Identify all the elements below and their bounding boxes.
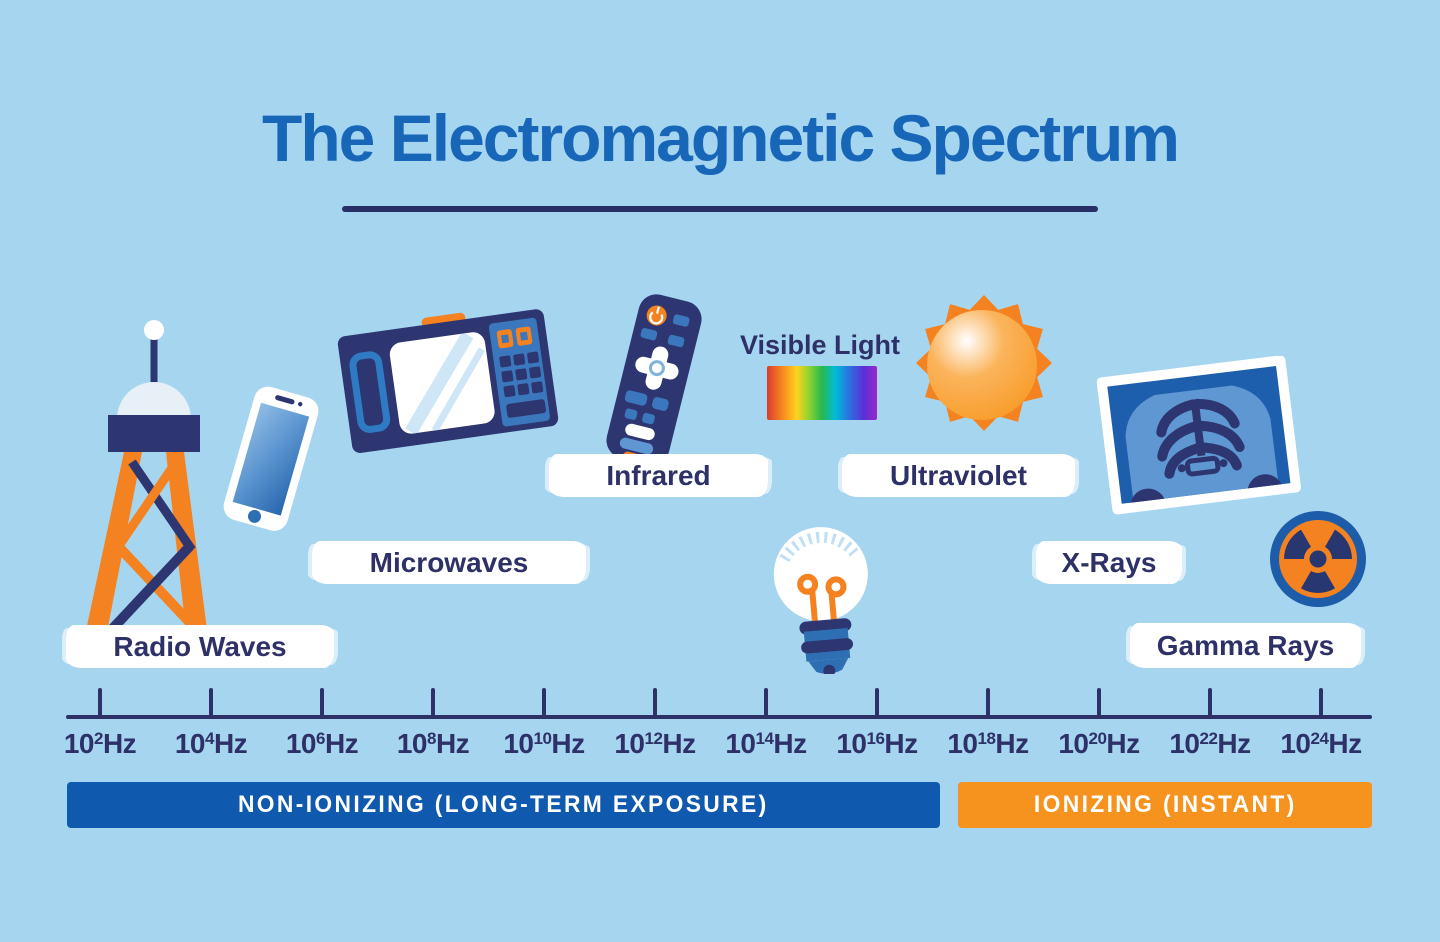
x-ray-film-icon <box>1096 356 1301 515</box>
axis-tick-label: 1010Hz <box>503 728 585 759</box>
ionizing-label: IONIZING (INSTANT) <box>1033 791 1297 818</box>
label-infrared: Infrared <box>549 454 768 497</box>
label-text: Ultraviolet <box>890 459 1027 491</box>
lightbulb-icon <box>773 527 868 674</box>
label-radio-waves: Radio Waves <box>66 625 334 668</box>
axis-tick <box>1319 688 1323 716</box>
label-text: Gamma Rays <box>1156 629 1335 661</box>
axis-tick <box>986 688 990 716</box>
non-ionizing-label: NON-IONIZING (LONG-TERM EXPOSURE) <box>238 791 769 818</box>
label-text: Infrared <box>606 459 711 491</box>
axis-tick <box>431 688 435 716</box>
label-visible-light: Visible Light <box>739 330 901 360</box>
axis-tick-label: 1020Hz <box>1058 728 1140 759</box>
axis-tick <box>653 688 657 716</box>
axis-tick-label: 1014Hz <box>725 728 807 759</box>
axis-tick-label: 106Hz <box>285 728 359 759</box>
title-underline <box>342 206 1098 212</box>
sun-icon <box>916 295 1052 431</box>
label-text: Radio Waves <box>113 630 287 662</box>
smartphone-icon <box>223 386 319 531</box>
radiation-symbol-icon <box>1270 511 1366 607</box>
page-title: The Electromagnetic Spectrum <box>262 101 1180 175</box>
axis-tick-label: 104Hz <box>174 728 248 759</box>
axis-tick <box>1097 688 1101 716</box>
visible-light-spectrum <box>767 366 877 420</box>
ionizing-bar: IONIZING (INSTANT) <box>958 782 1372 828</box>
label-microwaves: Microwaves <box>312 541 586 584</box>
axis-tick <box>1208 688 1212 716</box>
axis-tick-label: 1022Hz <box>1169 728 1251 759</box>
non-ionizing-bar: NON-IONIZING (LONG-TERM EXPOSURE) <box>67 782 940 828</box>
axis-tick <box>875 688 879 716</box>
axis-tick <box>320 688 324 716</box>
axis-tick-label: 108Hz <box>396 728 470 759</box>
axis-tick <box>209 688 213 716</box>
axis-tick <box>98 688 102 716</box>
axis-tick-label: 1016Hz <box>836 728 918 759</box>
axis-tick-label: 1018Hz <box>947 728 1029 759</box>
axis-tick <box>764 688 768 716</box>
axis-tick-label: 1012Hz <box>614 728 696 759</box>
label-text: X-Rays <box>1061 546 1157 578</box>
label-x-rays: X-Rays <box>1036 541 1182 584</box>
radio-tower-icon <box>78 320 212 668</box>
label-text: Microwaves <box>369 546 529 578</box>
axis-tick <box>542 688 546 716</box>
axis-tick-label: 102Hz <box>63 728 137 759</box>
axis-tick-label: 1024Hz <box>1280 728 1362 759</box>
label-ultraviolet: Ultraviolet <box>842 454 1075 497</box>
remote-control-icon <box>606 294 702 466</box>
label-gamma-rays: Gamma Rays <box>1130 623 1361 668</box>
frequency-axis-line <box>66 715 1372 719</box>
microwave-oven-icon <box>337 309 559 454</box>
